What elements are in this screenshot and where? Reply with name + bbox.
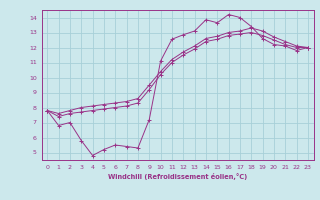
X-axis label: Windchill (Refroidissement éolien,°C): Windchill (Refroidissement éolien,°C) bbox=[108, 173, 247, 180]
